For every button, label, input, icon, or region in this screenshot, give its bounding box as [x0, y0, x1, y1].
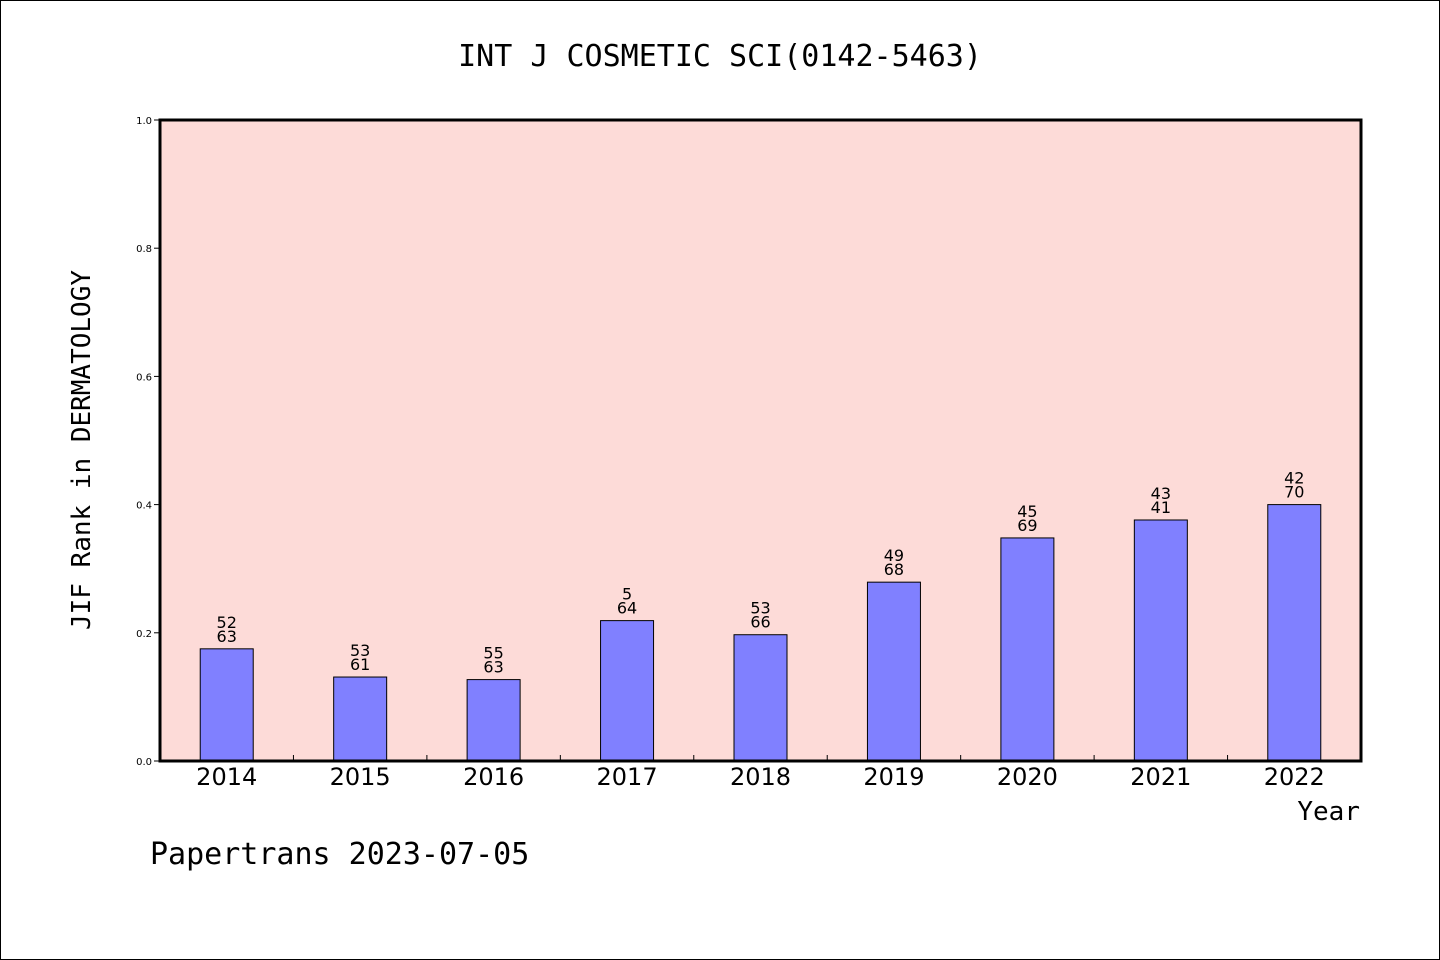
- bar-label-top: 53: [750, 599, 770, 618]
- x-tick-label: 2021: [1130, 763, 1191, 791]
- y-tick-label: 0.0: [136, 757, 152, 768]
- bar-label-top: 45: [1017, 502, 1037, 521]
- bar-label-bottom: 70: [1284, 483, 1304, 502]
- x-axis-label: Year: [1297, 797, 1360, 827]
- x-tick-label: 2018: [730, 763, 791, 791]
- x-axis: 2014 2015 2016 2017 2018 2019 2020 2021 2022: [196, 755, 1325, 791]
- bar-2020: [1000, 537, 1055, 762]
- x-tick-label: 2020: [997, 763, 1058, 791]
- bar-2022: [1267, 504, 1322, 762]
- bar-label-bottom: 66: [750, 613, 770, 632]
- bar-label-bottom: 63: [483, 658, 503, 677]
- bar-2019: [866, 581, 921, 762]
- y-axis: 0.0 0.2 0.4 0.6 0.8 1.0: [136, 116, 160, 768]
- bar-label-top: 52: [217, 613, 237, 632]
- bar-2014: [199, 648, 254, 762]
- x-tick-label: 2019: [863, 763, 924, 791]
- bar-2021: [1133, 519, 1188, 762]
- bar-label-top: 53: [350, 641, 370, 660]
- bar-2015: [333, 676, 388, 762]
- y-axis-label: JIF Rank in DERMATOLOGY: [67, 270, 97, 630]
- x-tick-label: 2017: [597, 763, 658, 791]
- y-tick-label: 0.2: [136, 629, 152, 640]
- y-tick-label: 0.8: [136, 244, 152, 255]
- bar-label-bottom: 41: [1151, 498, 1171, 517]
- bar-label-bottom: 61: [350, 655, 370, 674]
- bar-label-top: 55: [483, 644, 503, 663]
- chart-title: INT J COSMETIC SCI(0142-5463): [458, 39, 982, 74]
- x-tick-label: 2015: [330, 763, 391, 791]
- y-tick-label: 0.4: [136, 501, 152, 512]
- bar-label-bottom: 64: [617, 599, 637, 618]
- bar-label-bottom: 69: [1017, 516, 1037, 535]
- bar-label-bottom: 68: [884, 560, 904, 579]
- y-tick-label: 1.0: [136, 116, 152, 127]
- bar-label-top: 42: [1284, 469, 1304, 488]
- bar-2018: [733, 634, 788, 762]
- bar-label-top: 5: [622, 585, 632, 604]
- bar-label-top: 49: [884, 546, 904, 565]
- y-tick-label: 0.6: [136, 372, 152, 383]
- bar-2016: [466, 679, 521, 762]
- x-tick-label: 2014: [196, 763, 257, 791]
- bar-label-bottom: 63: [217, 627, 237, 646]
- bar-label-top: 43: [1151, 484, 1171, 503]
- bar-2017: [600, 620, 655, 762]
- x-tick-label: 2022: [1264, 763, 1325, 791]
- plot-border: [158, 118, 1363, 763]
- footer-text: Papertrans 2023-07-05: [150, 837, 529, 872]
- x-tick-label: 2016: [463, 763, 524, 791]
